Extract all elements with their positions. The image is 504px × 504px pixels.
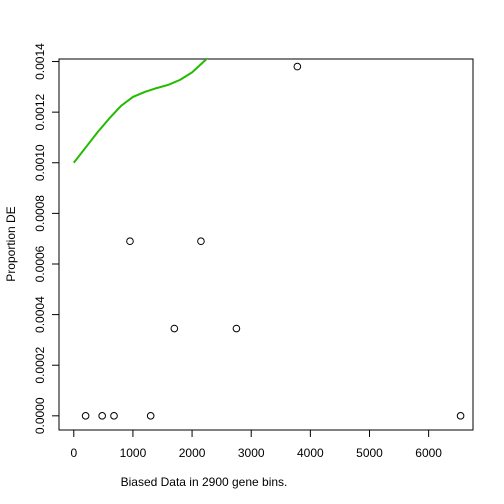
plot-frame: [58, 58, 474, 431]
scatter-point: [98, 412, 106, 420]
y-axis-label: Proportion DE: [4, 206, 18, 281]
y-tick-label: 0.0006: [33, 245, 47, 282]
y-tick-label: 0.0014: [33, 43, 47, 80]
x-axis: 0 1000 2000 3000 4000 5000 6000: [70, 429, 442, 460]
scatter-point: [232, 324, 241, 333]
x-tick-label: 4000: [297, 446, 324, 460]
scatter-point: [126, 237, 134, 246]
scatter-point: [81, 412, 90, 420]
series-layer: [73, 59, 465, 420]
x-axis-label: Biased Data in 2900 gene bins.: [121, 475, 288, 489]
fitted-curve-line: [73, 59, 209, 164]
y-tick-label: 0.0008: [33, 195, 47, 232]
scatter-point: [170, 324, 179, 333]
x-tick-label: 0: [70, 446, 77, 460]
y-tick-label: 0.0010: [33, 144, 47, 181]
y-tick-label: 0.0002: [33, 347, 47, 384]
scatter-point: [197, 237, 205, 246]
x-tick-label: 5000: [356, 446, 383, 460]
y-tick-label: 0.0000: [33, 397, 47, 434]
y-axis: 0.0000 0.0002 0.0004 0.0006 0.0008 0.0010 0.00…: [33, 43, 60, 434]
x-tick-label: 3000: [238, 446, 265, 460]
scatter-point: [456, 412, 465, 420]
scatter-point: [110, 412, 118, 420]
x-tick-label: 2000: [179, 446, 206, 460]
scatter-point: [146, 412, 155, 420]
x-tick-label: 1000: [120, 446, 147, 460]
y-tick-label: 0.0004: [33, 296, 47, 333]
scatter-point: [293, 62, 302, 71]
y-tick-label: 0.0012: [33, 93, 47, 130]
x-tick-label: 6000: [415, 446, 442, 460]
